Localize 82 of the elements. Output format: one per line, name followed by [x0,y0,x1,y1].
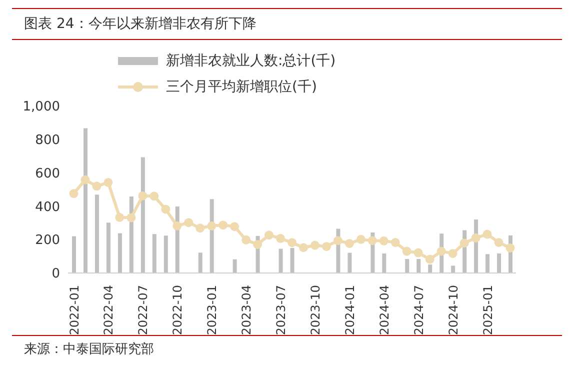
bar [164,236,168,273]
x-tick-label: 2022-01 [67,285,82,336]
x-tick-label: 2022-04 [102,285,116,336]
bar [497,253,502,273]
point [333,236,342,246]
point [218,220,228,230]
y-tick-label: 1,000 [22,100,60,115]
chart-title: 图表 24：今年以来新增非农有所下降 [12,8,562,40]
bar [118,233,122,273]
point [172,221,182,230]
bar [140,157,145,273]
point [92,182,102,191]
bar [198,252,202,273]
x-tick-label: 2024-01 [342,285,357,336]
bar [348,252,352,273]
x-tick-label: 2024-10 [446,285,460,336]
point [138,191,148,200]
bar [94,194,99,273]
point [402,246,412,256]
point [126,213,136,222]
x-tick-label: 2024-04 [377,285,392,336]
point [253,240,262,249]
point [482,230,492,239]
point [390,238,400,247]
point [115,212,124,222]
point [322,242,331,251]
point [264,230,274,240]
bar [72,236,76,273]
point [379,236,388,246]
bar [416,258,421,273]
point [80,175,90,184]
bar [382,253,386,273]
bar [405,258,410,273]
y-tick-label: 800 [35,133,60,148]
point [460,238,469,248]
point [150,192,159,201]
source-note: 来源：中泰国际研究部 [24,341,155,358]
legend-label: 新增非农就业人数:总计(千) [166,52,336,71]
y-tick-label: 400 [35,200,60,215]
point [184,218,194,228]
y-tick-label: 0 [52,266,60,282]
bar [232,259,237,273]
point [230,222,240,232]
x-tick-label: 2023-01 [205,285,220,336]
bar [83,128,88,273]
x-tick-label: 2023-07 [274,285,288,336]
point [276,234,286,243]
bar [152,234,156,273]
point [368,236,377,246]
point [310,240,320,250]
legend-label: 三个月平均新增职位(千) [166,78,317,97]
point [207,221,216,230]
point [344,238,354,248]
point [104,178,113,187]
x-tick-label: 2022-10 [170,285,185,336]
point [414,248,423,258]
point [242,235,251,244]
point [506,243,515,252]
point [161,204,170,214]
bar [278,248,283,273]
bar [428,264,432,273]
point [196,224,205,233]
bar [451,266,456,273]
point [436,246,446,256]
point [425,254,434,264]
point [494,238,504,247]
y-tick-label: 600 [35,166,60,182]
point [356,234,366,244]
bar [486,254,490,273]
x-tick-label: 2023-10 [308,285,322,336]
x-tick-label: 2025-01 [480,285,495,336]
x-tick-label: 2022-07 [136,285,150,336]
point [69,189,78,198]
bar [290,248,294,273]
point [288,238,296,248]
point [471,233,480,242]
point [298,243,308,252]
y-tick-label: 200 [35,233,60,248]
point [448,248,458,258]
x-tick-label: 2023-04 [240,285,254,336]
x-tick-label: 2024-07 [412,285,426,336]
bar [106,222,110,273]
